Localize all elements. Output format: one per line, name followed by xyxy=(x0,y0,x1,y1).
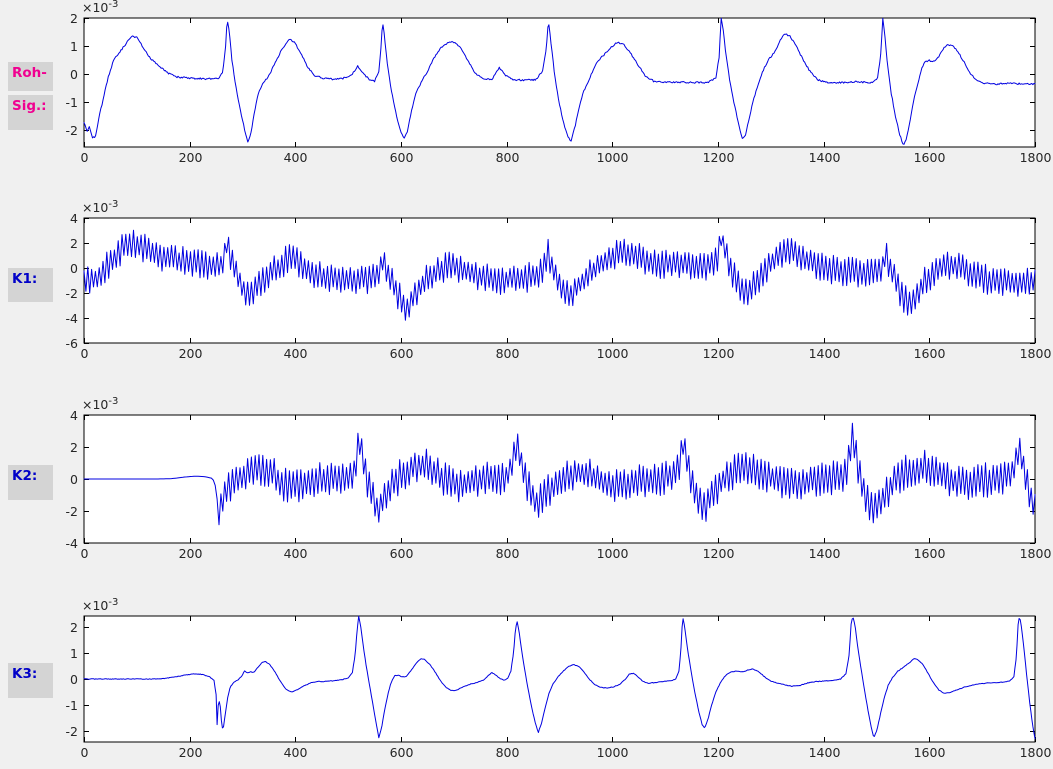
svg-text:×10-3: ×10-3 xyxy=(82,396,118,412)
svg-text:1000: 1000 xyxy=(597,745,629,760)
svg-text:2: 2 xyxy=(70,11,78,26)
signal-label-k2-text: K2: xyxy=(12,468,38,484)
svg-text:2: 2 xyxy=(70,236,78,251)
svg-text:4: 4 xyxy=(70,211,78,226)
svg-text:1200: 1200 xyxy=(703,150,735,165)
svg-text:×10-3: ×10-3 xyxy=(82,0,118,15)
signal-label-k3-text: K3: xyxy=(12,666,38,682)
svg-text:0: 0 xyxy=(81,546,89,561)
svg-text:1200: 1200 xyxy=(703,346,735,361)
svg-text:-4: -4 xyxy=(66,536,79,551)
svg-text:-6: -6 xyxy=(66,336,79,351)
svg-text:-1: -1 xyxy=(66,95,78,110)
svg-text:×10-3: ×10-3 xyxy=(82,199,118,215)
svg-text:1400: 1400 xyxy=(809,745,841,760)
svg-text:4: 4 xyxy=(70,408,78,423)
svg-text:1800: 1800 xyxy=(1020,745,1052,760)
signal-label-k2: K2: xyxy=(8,465,53,500)
chart-k1: 0 200 400 600 800 1000 1200 1400 1600 1800 4 2 0 -2 -4… xyxy=(34,198,1053,371)
svg-text:0: 0 xyxy=(81,150,89,165)
signal-label-roh-text: Roh- xyxy=(12,65,47,81)
svg-text:-4: -4 xyxy=(66,311,79,326)
svg-text:1000: 1000 xyxy=(597,150,629,165)
plot-canvas-K1: 0 200 400 600 800 1000 1200 1400 1600 1800 4 2 0 -2 -4… xyxy=(66,199,1052,361)
signal-label-k3: K3: xyxy=(8,663,53,698)
chart-k3: 0 200 400 600 800 1000 1200 1400 1600 1800 2 1 0 -1 -2… xyxy=(34,596,1053,769)
svg-text:600: 600 xyxy=(390,546,414,561)
svg-text:2: 2 xyxy=(70,620,78,635)
svg-text:0: 0 xyxy=(81,346,89,361)
svg-text:200: 200 xyxy=(179,346,203,361)
svg-text:0: 0 xyxy=(70,472,78,487)
svg-text:1400: 1400 xyxy=(809,346,841,361)
signal-label-k1-text: K1: xyxy=(12,271,38,287)
svg-text:1600: 1600 xyxy=(914,546,946,561)
svg-text:1600: 1600 xyxy=(914,745,946,760)
svg-text:0: 0 xyxy=(70,261,78,276)
plot-canvas-K2: 0 200 400 600 800 1000 1200 1400 1600 1800 4 2 0 -2 -4… xyxy=(66,396,1052,561)
svg-text:400: 400 xyxy=(284,346,308,361)
svg-text:1800: 1800 xyxy=(1020,546,1052,561)
plot-canvas-Roh-Sig.: 0 200 400 600 800 1000 1200 1400 1600 1800 2 1 0 -1 -2… xyxy=(66,0,1052,165)
svg-text:800: 800 xyxy=(496,546,520,561)
svg-text:0: 0 xyxy=(70,672,78,687)
svg-text:1800: 1800 xyxy=(1020,346,1052,361)
svg-text:600: 600 xyxy=(390,745,414,760)
svg-text:400: 400 xyxy=(284,745,308,760)
svg-text:800: 800 xyxy=(496,150,520,165)
svg-text:×10-3: ×10-3 xyxy=(82,597,118,613)
svg-text:-1: -1 xyxy=(66,698,78,713)
svg-text:1200: 1200 xyxy=(703,745,735,760)
svg-text:200: 200 xyxy=(179,745,203,760)
svg-text:-2: -2 xyxy=(66,286,78,301)
svg-text:1000: 1000 xyxy=(597,546,629,561)
chart-k2: 0 200 400 600 800 1000 1200 1400 1600 1800 4 2 0 -2 -4… xyxy=(34,395,1053,571)
svg-text:0: 0 xyxy=(70,67,78,82)
svg-text:600: 600 xyxy=(390,346,414,361)
chart-roh-sig: 0 200 400 600 800 1000 1200 1400 1600 1800 2 1 0 -1 -2… xyxy=(34,0,1053,175)
svg-text:400: 400 xyxy=(284,150,308,165)
svg-text:600: 600 xyxy=(390,150,414,165)
svg-text:800: 800 xyxy=(496,346,520,361)
svg-text:2: 2 xyxy=(70,440,78,455)
svg-text:-2: -2 xyxy=(66,724,78,739)
svg-text:-2: -2 xyxy=(66,123,78,138)
signal-label-sig-text: Sig.: xyxy=(12,98,47,114)
svg-text:1400: 1400 xyxy=(809,546,841,561)
svg-text:1600: 1600 xyxy=(914,150,946,165)
svg-text:-2: -2 xyxy=(66,504,78,519)
svg-text:1600: 1600 xyxy=(914,346,946,361)
svg-text:1200: 1200 xyxy=(703,546,735,561)
svg-text:1: 1 xyxy=(70,646,78,661)
svg-text:1400: 1400 xyxy=(809,150,841,165)
svg-text:1800: 1800 xyxy=(1020,150,1052,165)
svg-text:1: 1 xyxy=(70,39,78,54)
svg-text:200: 200 xyxy=(179,546,203,561)
signal-label-sig: Sig.: xyxy=(8,95,53,130)
svg-text:0: 0 xyxy=(81,745,89,760)
svg-text:800: 800 xyxy=(496,745,520,760)
signal-label-roh: Roh- xyxy=(8,62,53,91)
svg-text:1000: 1000 xyxy=(597,346,629,361)
signal-label-k1: K1: xyxy=(8,268,53,302)
plot-canvas-K3: 0 200 400 600 800 1000 1200 1400 1600 1800 2 1 0 -1 -2… xyxy=(66,597,1052,760)
svg-text:400: 400 xyxy=(284,546,308,561)
svg-text:200: 200 xyxy=(179,150,203,165)
